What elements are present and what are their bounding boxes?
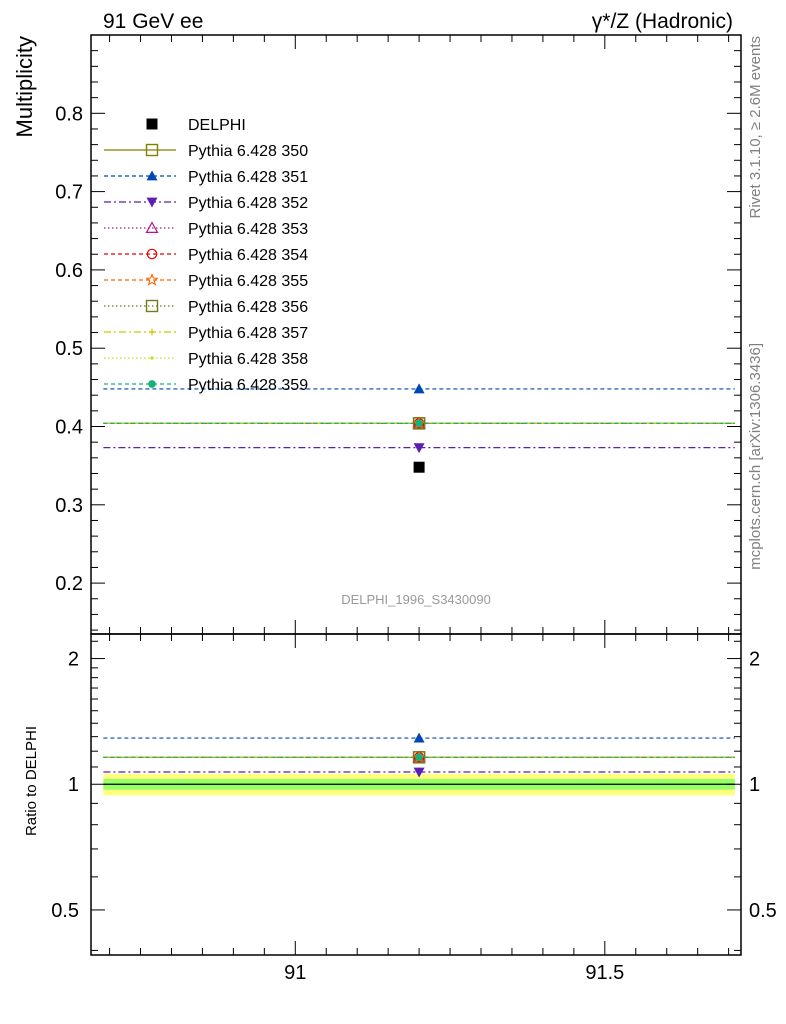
main-y-tick-label: 0.5 <box>55 338 83 360</box>
legend-label: Pythia 6.428 352 <box>188 195 308 212</box>
legend-label: Pythia 6.428 358 <box>188 351 308 368</box>
main-y-tick-label: 0.6 <box>55 260 83 282</box>
ratio-y-tick-label-left: 0.5 <box>51 900 79 922</box>
main-y-axis-label: Multiplicity <box>12 36 37 137</box>
axes-ticks: 0.2 0.3 0.4 0.5 0.6 0.7 0.8 91 91.5 0.5 0.5 1 1 2 2 <box>51 35 777 984</box>
legend-marker <box>146 170 158 181</box>
ratio-y-axis-label: Ratio to DELPHI <box>23 726 40 836</box>
main-y-tick-label: 0.4 <box>55 417 83 439</box>
legend-label: Pythia 6.428 354 <box>188 247 308 264</box>
legend-label: Pythia 6.428 355 <box>188 273 308 290</box>
x-tick-label: 91.5 <box>585 962 624 984</box>
legend-marker <box>145 143 159 157</box>
plot-frames <box>90 34 742 956</box>
legend-marker <box>145 273 159 286</box>
legend-marker <box>146 248 158 260</box>
legend-marker <box>148 380 156 388</box>
mcplots-label: mcplots.cern.ch [arXiv:1306.3436] <box>747 343 764 570</box>
legend-label: Pythia 6.428 351 <box>188 169 308 186</box>
ratio-y-tick-label-left: 2 <box>68 649 79 671</box>
ratio-data-point <box>412 751 426 764</box>
legend-marker <box>148 328 156 336</box>
main-y-tick-label: 0.7 <box>55 182 83 204</box>
main-y-tick-label: 0.2 <box>55 573 83 595</box>
legend-label: Pythia 6.428 357 <box>188 325 308 342</box>
legend-label: DELPHI <box>188 117 246 134</box>
legend-marker <box>146 197 158 208</box>
ratio-plot-frame <box>90 633 742 956</box>
ratio-data-point <box>413 767 425 778</box>
legend: DELPHI Pythia 6.428 350 Pythia 6.428 351 Py… <box>104 117 308 394</box>
legend-label: Pythia 6.428 356 <box>188 299 308 316</box>
ratio-y-tick-label-right: 0.5 <box>749 900 777 922</box>
main-data-point <box>413 443 425 454</box>
legend-marker <box>146 118 158 130</box>
main-y-tick-label: 0.8 <box>55 103 83 125</box>
analysis-watermark: DELPHI_1996_S3430090 <box>341 592 491 607</box>
ratio-y-tick-label-left: 1 <box>68 774 79 796</box>
ratio-y-tick-label-right: 2 <box>749 649 760 671</box>
legend-marker <box>145 299 159 313</box>
rivet-label: Rivet 3.1.10, ≥ 2.6M events <box>747 36 764 219</box>
main-data-point <box>413 461 425 473</box>
main-data-point <box>413 383 425 394</box>
legend-marker <box>145 221 159 233</box>
legend-marker <box>150 356 154 360</box>
ratio-uncertainty-band <box>103 773 735 796</box>
ratio-data-point <box>413 732 425 743</box>
legend-label: Pythia 6.428 353 <box>188 221 308 238</box>
x-tick-label: 91 <box>284 962 306 984</box>
header-right-title: γ*/Z (Hadronic) <box>592 10 733 33</box>
ratio-y-tick-label-right: 1 <box>749 774 760 796</box>
series-markers <box>412 383 426 778</box>
header-left-title: 91 GeV ee <box>103 10 203 33</box>
main-y-tick-label: 0.3 <box>55 495 83 517</box>
legend-label: Pythia 6.428 359 <box>188 377 308 394</box>
main-data-point <box>415 419 423 428</box>
main-data-point <box>412 417 426 430</box>
legend-label: Pythia 6.428 350 <box>188 143 308 160</box>
ratio-data-point <box>415 753 423 762</box>
